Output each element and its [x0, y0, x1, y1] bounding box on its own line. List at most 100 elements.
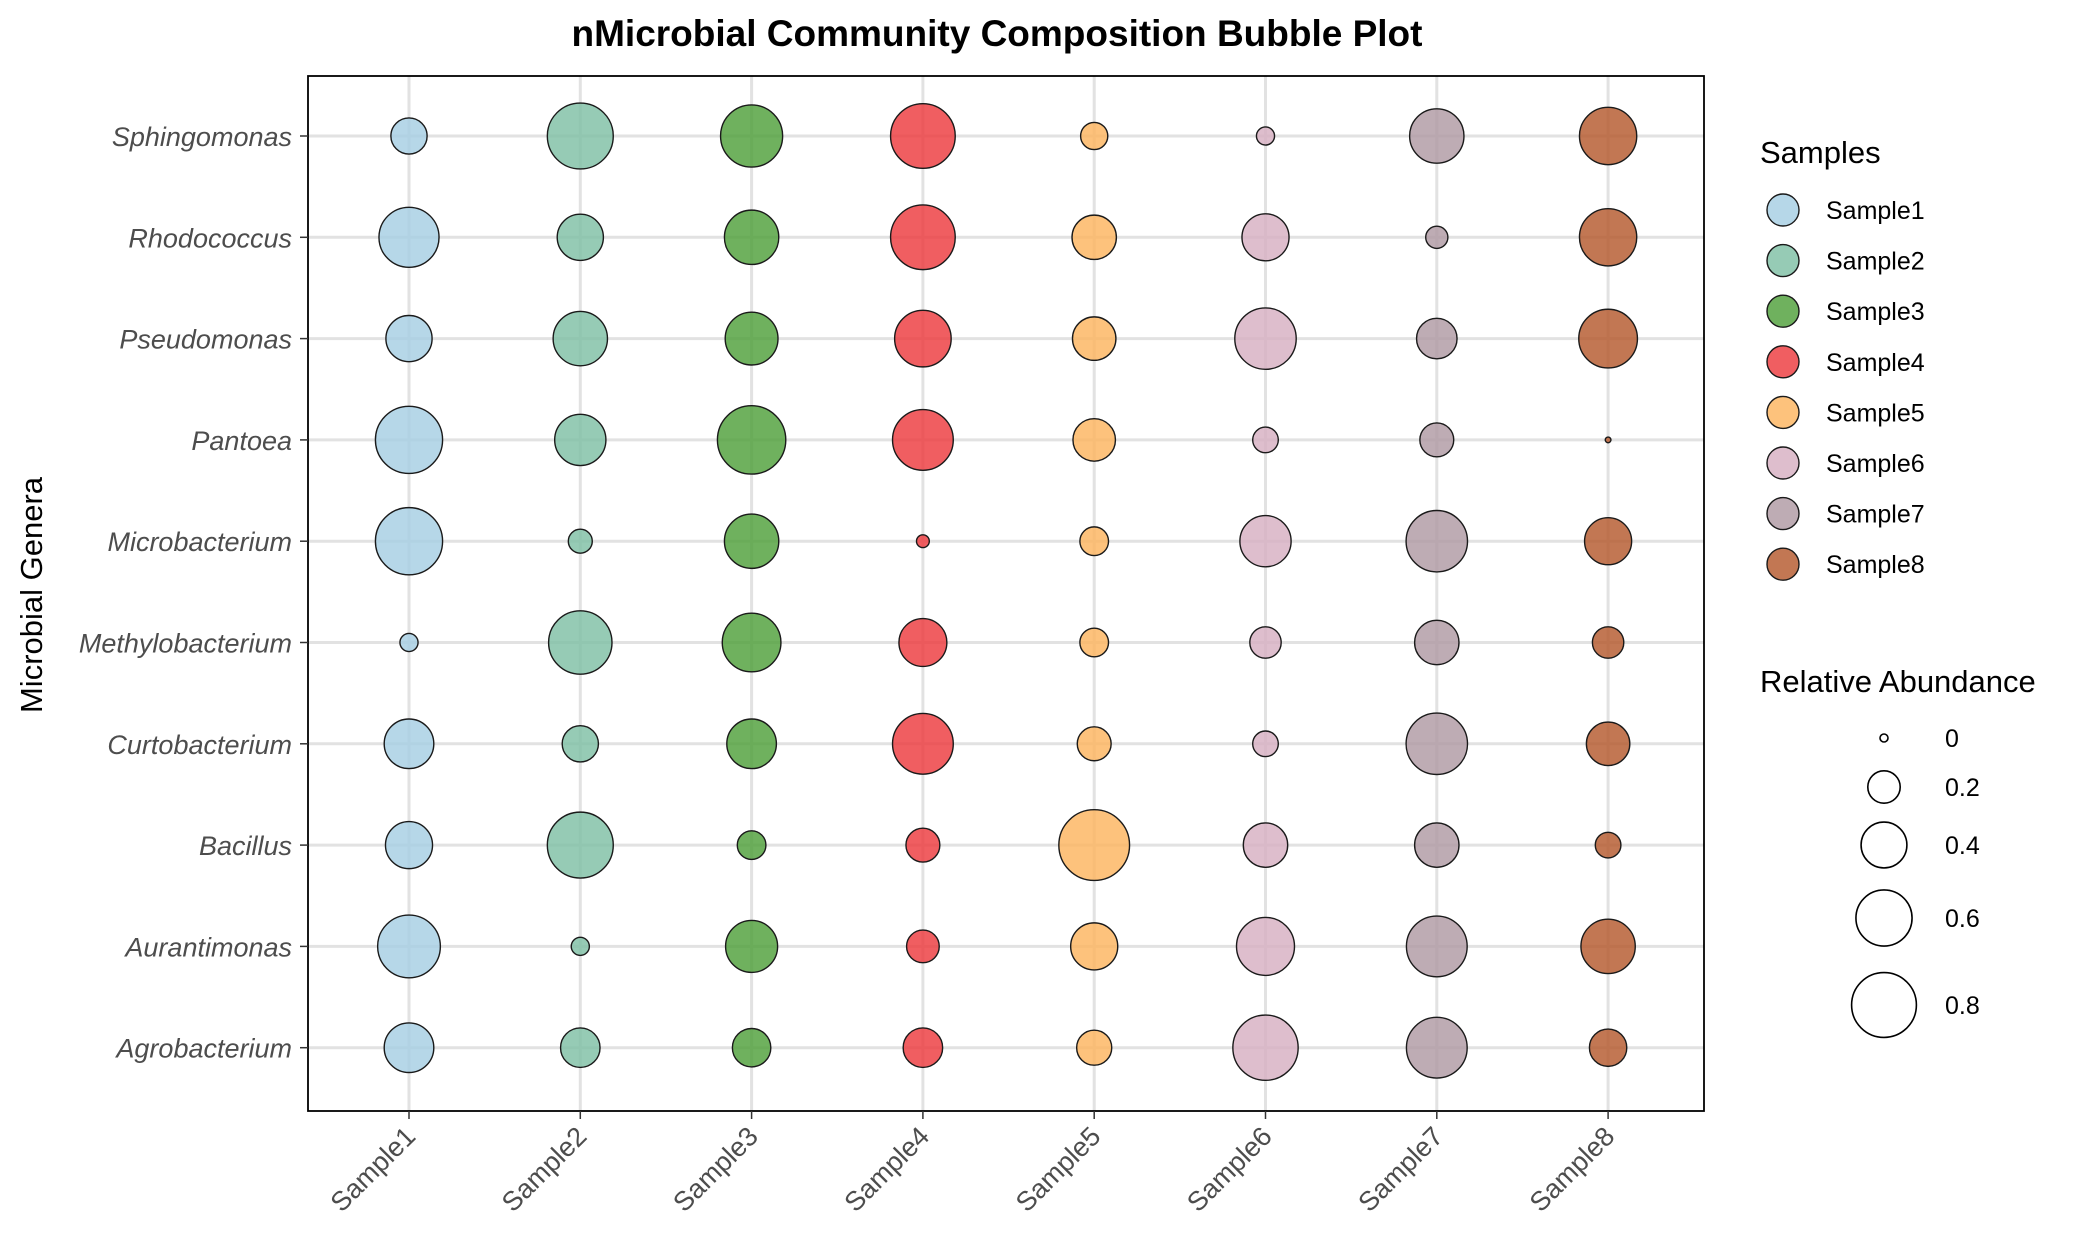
bubble-sample7-bacillus	[1413, 822, 1460, 868]
legend-label-sample1: Sample1	[1826, 197, 1925, 225]
bubble-sample8-rhodococcus	[1578, 207, 1638, 267]
bubble-sample1-sphingomonas	[390, 117, 428, 155]
bubble-sample4-methylobacterium	[898, 617, 948, 668]
bubble-sample6-curtobacterium	[1251, 730, 1280, 758]
bubble-sample6-methylobacterium	[1249, 626, 1282, 659]
bubble-sample8-curtobacterium	[1585, 721, 1631, 767]
bubble-sample6-pseudomonas	[1234, 307, 1297, 371]
bubble-sample1-curtobacterium	[383, 718, 435, 770]
bubble-sample2-microbacterium	[567, 528, 593, 554]
legend-label-sample8: Sample8	[1826, 551, 1925, 579]
size-legend-key-0-6	[1855, 889, 1913, 947]
bubble-sample4-microbacterium	[915, 534, 931, 549]
bubble-sample1-agrobacterium	[383, 1022, 435, 1074]
bubble-sample3-microbacterium	[723, 513, 780, 570]
bubble-sample1-microbacterium	[374, 506, 444, 576]
bubble-sample3-curtobacterium	[726, 718, 778, 770]
y-tick-label-pantoea: Pantoea	[191, 426, 292, 456]
bubble-sample8-pseudomonas	[1578, 308, 1639, 369]
bubble-sample5-sphingomonas	[1079, 121, 1109, 151]
x-axis-ticks: Sample1 Sample2 Sample3 Sample4 Sample5 Sampl…	[325, 1111, 1621, 1218]
bubble-sample3-bacillus	[736, 830, 767, 861]
x-tick-label-sample1: Sample1	[325, 1121, 422, 1218]
bubble-sample2-aurantimonas	[570, 936, 591, 957]
size-legend: Relative Abundance 0 0.2 0.4 0.6 0.8	[1760, 664, 2036, 1039]
x-tick-label-sample2: Sample2	[496, 1121, 593, 1218]
size-legend-key-0-4	[1860, 821, 1908, 869]
grid-lines	[308, 76, 1704, 1111]
bubble-sample5-bacillus	[1058, 809, 1131, 882]
bubble-sample4-sphingomonas	[889, 102, 956, 170]
legend-key-sample8	[1766, 547, 1800, 581]
bubble-sample6-bacillus	[1242, 822, 1289, 868]
legend-label-sample5: Sample5	[1826, 399, 1925, 427]
bubble-sample1-pantoea	[374, 405, 444, 475]
bubble-sample5-aurantimonas	[1069, 922, 1119, 971]
bubble-sample1-aurantimonas	[376, 914, 442, 979]
bubble-sample8-methylobacterium	[1591, 626, 1625, 659]
bubble-sample2-bacillus	[546, 811, 614, 879]
legend-label-sample3: Sample3	[1826, 298, 1925, 326]
bubble-sample7-pseudomonas	[1415, 317, 1458, 360]
plot-frame	[307, 75, 1705, 1112]
bubble-sample6-agrobacterium	[1232, 1014, 1299, 1082]
bubble-sample3-aurantimonas	[724, 919, 779, 974]
bubble-sample3-pseudomonas	[724, 311, 779, 366]
bubble-sample5-rhodococcus	[1071, 214, 1118, 261]
bubble-sample8-sphingomonas	[1578, 106, 1638, 166]
y-tick-label-bacillus: Bacillus	[199, 831, 292, 861]
bubble-sample1-pseudomonas	[385, 314, 433, 363]
bubble-sample8-aurantimonas	[1580, 918, 1636, 975]
legend-key-sample2	[1766, 243, 1800, 278]
bubble-sample2-methylobacterium	[547, 610, 613, 675]
x-tick-label-sample3: Sample3	[667, 1121, 764, 1218]
bubble-sample3-rhodococcus	[723, 209, 780, 266]
bubbles	[374, 102, 1639, 1082]
bubble-sample3-sphingomonas	[719, 104, 784, 168]
bubble-sample6-sphingomonas	[1255, 126, 1276, 146]
bubble-sample3-agrobacterium	[731, 1027, 772, 1068]
bubble-sample5-agrobacterium	[1075, 1029, 1113, 1066]
y-tick-label-sphingomonas: Sphingomonas	[112, 122, 292, 152]
bubble-sample8-microbacterium	[1583, 516, 1633, 566]
y-tick-label-microbacterium: Microbacterium	[107, 527, 292, 557]
bubble-sample3-methylobacterium	[721, 612, 782, 673]
bubble-sample4-rhodococcus	[889, 204, 956, 271]
samples-legend-title: Samples	[1760, 135, 1881, 170]
y-tick-label-aurantimonas: Aurantimonas	[123, 932, 292, 962]
bubble-sample7-sphingomonas	[1408, 108, 1465, 164]
bubble-sample7-microbacterium	[1405, 509, 1469, 573]
x-tick-label-sample6: Sample6	[1181, 1121, 1278, 1218]
samples-legend: Samples Sample1 Sample2 Sample3 Sample4 Samp…	[1760, 135, 1925, 581]
bubble-sample3-pantoea	[716, 405, 787, 475]
legend-key-sample7	[1766, 496, 1800, 531]
bubble-sample8-bacillus	[1594, 831, 1622, 859]
legend-key-sample4	[1766, 345, 1800, 379]
bubble-sample6-microbacterium	[1239, 514, 1292, 568]
y-tick-label-agrobacterium: Agrobacterium	[114, 1034, 292, 1064]
size-legend-label-0-4: 0.4	[1945, 832, 1980, 860]
y-tick-label-curtobacterium: Curtobacterium	[107, 730, 292, 760]
bubble-sample6-rhodococcus	[1241, 213, 1290, 262]
bubble-sample2-rhodococcus	[556, 213, 605, 262]
bubble-sample5-pseudomonas	[1071, 316, 1117, 362]
bubble-sample2-pseudomonas	[552, 310, 609, 367]
bubble-sample8-agrobacterium	[1588, 1028, 1628, 1068]
x-tick-label-sample8: Sample8	[1524, 1121, 1621, 1218]
chart-title: nMicrobial Community Composition Bubble …	[572, 13, 1423, 54]
legend-label-sample4: Sample4	[1826, 349, 1925, 377]
size-legend-title: Relative Abundance	[1760, 664, 2036, 699]
y-tick-label-rhodococcus: Rhodococcus	[128, 223, 292, 253]
bubble-sample2-sphingomonas	[546, 102, 614, 170]
legend-label-sample6: Sample6	[1826, 450, 1925, 478]
y-axis-label: Microbial Genera	[14, 476, 49, 713]
bubble-sample4-aurantimonas	[905, 929, 940, 964]
legend-label-sample7: Sample7	[1826, 501, 1925, 529]
bubble-sample6-pantoea	[1251, 426, 1280, 454]
bubble-sample8-pantoea	[1604, 436, 1612, 444]
bubble-sample4-bacillus	[905, 827, 941, 863]
bubble-sample1-methylobacterium	[399, 632, 419, 653]
size-legend-label-0: 0	[1945, 725, 1959, 753]
x-tick-label-sample5: Sample5	[1010, 1121, 1107, 1218]
